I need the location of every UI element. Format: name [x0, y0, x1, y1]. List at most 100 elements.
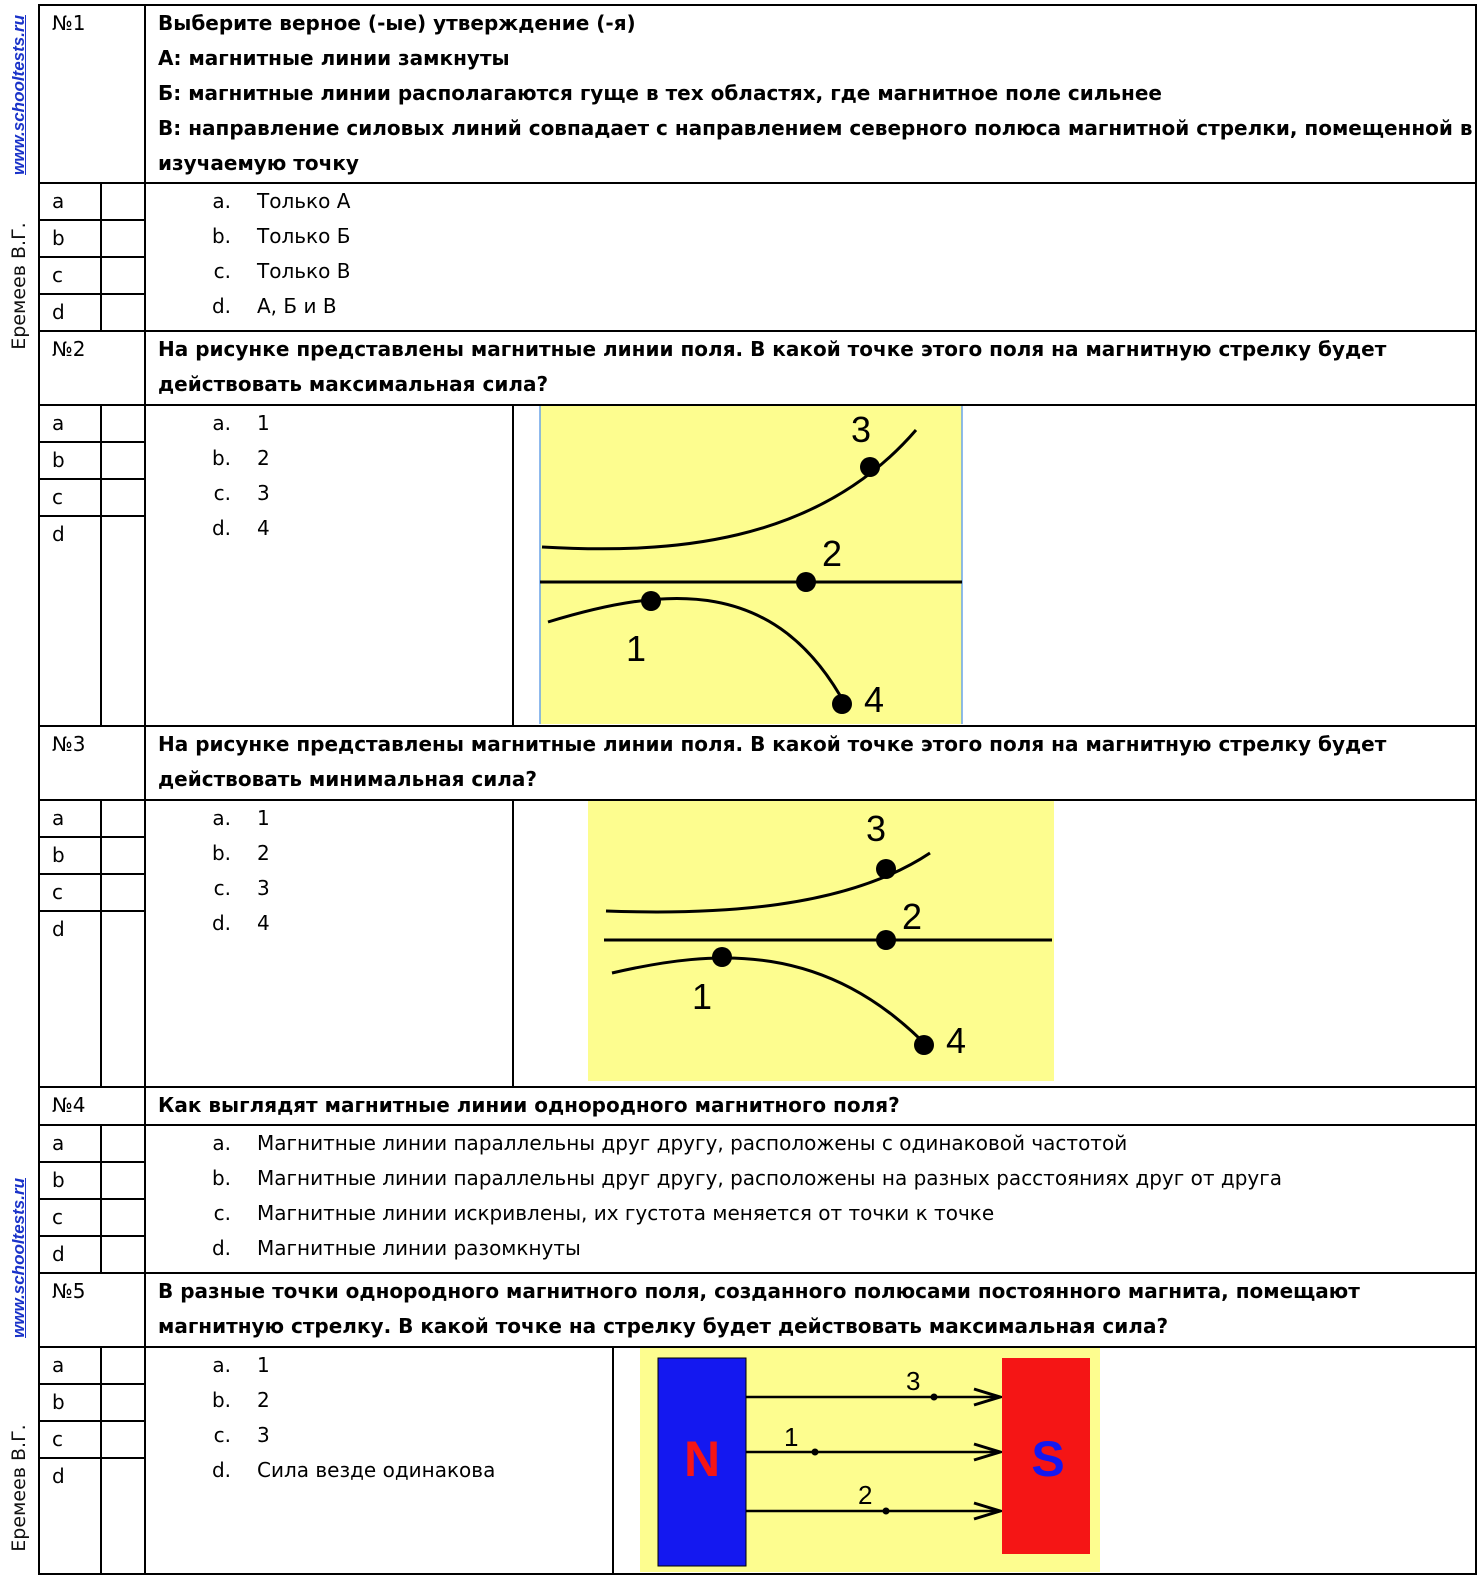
answer-box[interactable] [100, 1383, 146, 1422]
question-row: №3 На рисунке представлены магнитные лин… [38, 725, 1477, 801]
point-label: 4 [946, 1020, 966, 1061]
figure-cell: N S 1 2 3 [611, 1346, 1477, 1575]
point-marker [914, 1035, 934, 1055]
option-b[interactable]: b. 2 [211, 1388, 270, 1412]
answer-box[interactable] [100, 910, 146, 1088]
answer-box[interactable] [100, 1457, 146, 1575]
option-b[interactable]: b. Магнитные линии параллельны друг другу… [211, 1166, 1282, 1190]
answer-box[interactable] [100, 836, 146, 875]
point-marker [796, 572, 816, 592]
answer-row: a a. Только А b. Только Б c. Только В d. А, … [38, 182, 1477, 332]
answer-box[interactable] [100, 1235, 146, 1274]
answer-box[interactable] [100, 404, 146, 443]
answer-box[interactable] [100, 219, 146, 258]
answer-letter: a [38, 1346, 102, 1385]
answer-letter: a [38, 404, 102, 443]
point-label: 2 [822, 533, 842, 574]
answer-letter: d [38, 1235, 102, 1274]
point-marker [712, 947, 732, 967]
question-row: №2 На рисунке представлены магнитные лин… [38, 330, 1477, 406]
point-label: 2 [902, 896, 922, 937]
answer-box[interactable] [100, 256, 146, 295]
answer-box[interactable] [100, 1124, 146, 1163]
option-d[interactable]: d. А, Б и В [211, 294, 337, 318]
question-number: №3 [38, 725, 146, 801]
site-link[interactable]: www.schooltests.ru [9, 15, 28, 175]
answer-box[interactable] [100, 1346, 146, 1385]
question-text: Выберите верное (-ые) утверждение (-я) А… [143, 4, 1477, 184]
point-marker [860, 457, 880, 477]
option-d[interactable]: d. Сила везде одинакова [211, 1458, 496, 1482]
question-line: Выберите верное (-ые) утверждение (-я) [158, 11, 636, 35]
option-c[interactable]: c. 3 [213, 876, 270, 900]
question-number: №1 [38, 4, 146, 184]
option-c[interactable]: c. 3 [213, 481, 270, 505]
point-label: 3 [866, 808, 886, 849]
sidebar: www.schooltests.ru Еремеев В.Г. www.scho… [0, 0, 38, 1570]
answer-box[interactable] [100, 182, 146, 221]
answer-letter: d [38, 910, 102, 1088]
south-label: S [1031, 1431, 1064, 1487]
question-row: №1 Выберите верное (-ые) утверждение (-я… [38, 4, 1477, 184]
site-link[interactable]: www.schooltests.ru [9, 1178, 28, 1338]
south-pole [1002, 1358, 1090, 1554]
answer-letter: d [38, 293, 102, 332]
option-a[interactable]: a. Магнитные линии параллельны друг другу… [212, 1131, 1128, 1155]
point-marker [811, 1448, 819, 1456]
point-marker [876, 859, 896, 879]
answer-box[interactable] [100, 873, 146, 912]
answer-box[interactable] [100, 441, 146, 480]
field-lines-figure: 1 2 3 4 [539, 407, 963, 724]
answer-letter: c [38, 478, 102, 517]
option-d[interactable]: d. 4 [211, 911, 270, 935]
answer-letter: c [38, 873, 102, 912]
answer-box[interactable] [100, 1198, 146, 1237]
answer-letter: d [38, 1457, 102, 1575]
option-d[interactable]: d. Магнитные линии разомкнуты [211, 1236, 581, 1260]
answer-row: a a. 1 b. 2 c. 3 d. 4 1 2 [38, 404, 1477, 727]
option-c[interactable]: c. Магнитные линии искривлены, их густота… [213, 1201, 995, 1225]
answer-letter: a [38, 799, 102, 838]
question-line: А: магнитные линии замкнуты [158, 46, 510, 70]
option-a[interactable]: a. 1 [212, 1353, 270, 1377]
option-d[interactable]: d. 4 [211, 516, 270, 540]
answer-box[interactable] [100, 478, 146, 517]
field-line [611, 956, 932, 1051]
option-b[interactable]: b. 2 [211, 841, 270, 865]
option-a[interactable]: a. 1 [212, 411, 270, 435]
answer-letter: c [38, 1420, 102, 1459]
figure-background [540, 407, 962, 724]
question-line: Б: магнитные линии располагаются гуще в … [158, 81, 1162, 105]
answer-letter: a [38, 1124, 102, 1163]
question-text: Как выглядят магнитные линии однородного… [143, 1086, 1477, 1126]
question-line: В: направление силовых линий совпадает с… [158, 116, 1473, 175]
north-label: N [684, 1431, 720, 1487]
answer-row: a a. 1 b. 2 c. 3 d. Сила везде одинакова N [38, 1346, 1477, 1575]
option-c[interactable]: c. 3 [213, 1423, 270, 1447]
answer-letter: b [38, 1383, 102, 1422]
answer-box[interactable] [100, 1161, 146, 1200]
option-c[interactable]: c. Только В [213, 259, 351, 283]
field-lines-figure: 1 2 3 4 [588, 802, 1054, 1081]
quiz-table: №1 Выберите верное (-ые) утверждение (-я… [38, 4, 1477, 1575]
answer-box[interactable] [100, 1420, 146, 1459]
option-a[interactable]: a. 1 [212, 806, 270, 830]
point-label: 1 [784, 1422, 798, 1452]
answer-box[interactable] [100, 515, 146, 727]
magnet-figure: N S 1 2 3 [640, 1349, 1100, 1572]
options-list: a. 1 b. 2 c. 3 d. 4 [144, 799, 514, 1088]
field-line [547, 597, 848, 707]
answer-box[interactable] [100, 293, 146, 332]
option-b[interactable]: b. 2 [211, 446, 270, 470]
answer-box[interactable] [100, 799, 146, 838]
answer-letter: b [38, 1161, 102, 1200]
answer-letter: b [38, 441, 102, 480]
point-marker [882, 1507, 890, 1515]
point-label: 1 [626, 628, 646, 669]
point-marker [641, 591, 661, 611]
figure-cell: 1 2 3 4 [511, 404, 1477, 727]
answer-letter: b [38, 219, 102, 258]
point-label: 4 [864, 679, 884, 720]
option-b[interactable]: b. Только Б [211, 224, 351, 248]
option-a[interactable]: a. Только А [212, 189, 351, 213]
